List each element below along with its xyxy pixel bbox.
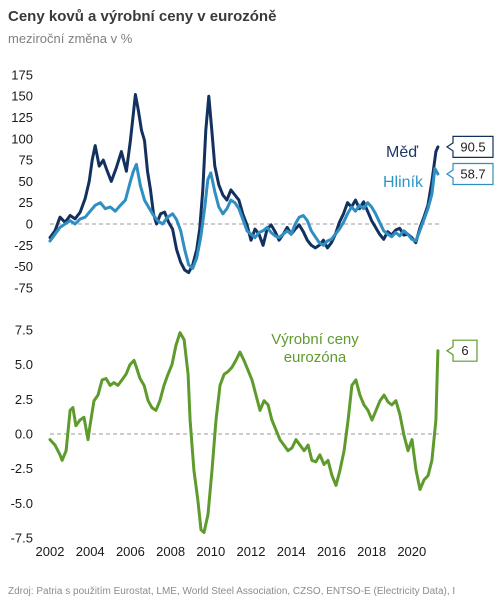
y-tick-label: 125: [11, 110, 33, 125]
x-tick-label: 2010: [196, 544, 225, 559]
x-tick-label: 2004: [76, 544, 105, 559]
y-tick-label: -2.5: [11, 461, 33, 476]
last-value-callout-vyrobni-ceny-eurozona: 6: [445, 339, 478, 362]
y-tick-label: 25: [19, 195, 33, 210]
last-value-label: 6: [461, 343, 468, 358]
x-tick-label: 2020: [397, 544, 426, 559]
series-label-hlinik: Hliník: [383, 174, 424, 191]
x-tick-label: 2016: [317, 544, 346, 559]
series-line-hlinik: [48, 162, 440, 270]
last-value-label: 58.7: [460, 167, 485, 182]
y-tick-label: 0.0: [15, 427, 33, 442]
y-tick-label: 100: [11, 131, 33, 146]
y-tick-label: 175: [11, 67, 33, 82]
x-tick-label: 2018: [357, 544, 386, 559]
y-tick-label: 75: [19, 153, 33, 168]
series-line-vyrobni-ceny-eurozona: [48, 331, 440, 534]
y-tick-label: -5.0: [11, 496, 33, 511]
y-tick-label: 2.5: [15, 392, 33, 407]
last-value-callout-med: 90.5: [445, 135, 494, 158]
y-tick-label: 7.5: [15, 322, 33, 337]
y-tick-label: 5.0: [15, 357, 33, 372]
callout-box: [445, 162, 494, 186]
y-tick-label: 0: [26, 217, 33, 232]
x-tick-label: 2006: [116, 544, 145, 559]
source-note: Zdroj: Patria s použitím Eurostat, LME, …: [8, 586, 456, 597]
chart-subtitle: meziroční změna v %: [8, 31, 133, 46]
series-line-med: [48, 93, 440, 275]
y-tick-label: -25: [14, 238, 33, 253]
last-value-label: 90.5: [460, 139, 485, 154]
y-tick-label: -75: [14, 280, 33, 295]
y-tick-label: 50: [19, 174, 33, 189]
x-tick-label: 2002: [36, 544, 65, 559]
chart-panel-1: 175 150 125 100 75 50 25 0 -25 -50 -75 90.5 58.7: [11, 67, 494, 295]
y-tick-label: -50: [14, 259, 33, 274]
y-tick-label: 150: [11, 89, 33, 104]
series-label-vyrobni-ceny-eurozona: Výrobní ceny eurozóna: [271, 331, 359, 366]
y-tick-label: -7.5: [11, 531, 33, 546]
callout-box: [445, 135, 494, 158]
chart-title: Ceny kovů a výrobní ceny v eurozóně: [8, 8, 277, 25]
callout-box: [445, 339, 478, 362]
x-tick-label: 2012: [237, 544, 266, 559]
x-tick-label: 2014: [277, 544, 306, 559]
x-tick-label: 2008: [156, 544, 185, 559]
series-label-med: Měď: [386, 144, 419, 161]
last-value-callout-hlinik: 58.7: [445, 162, 494, 186]
